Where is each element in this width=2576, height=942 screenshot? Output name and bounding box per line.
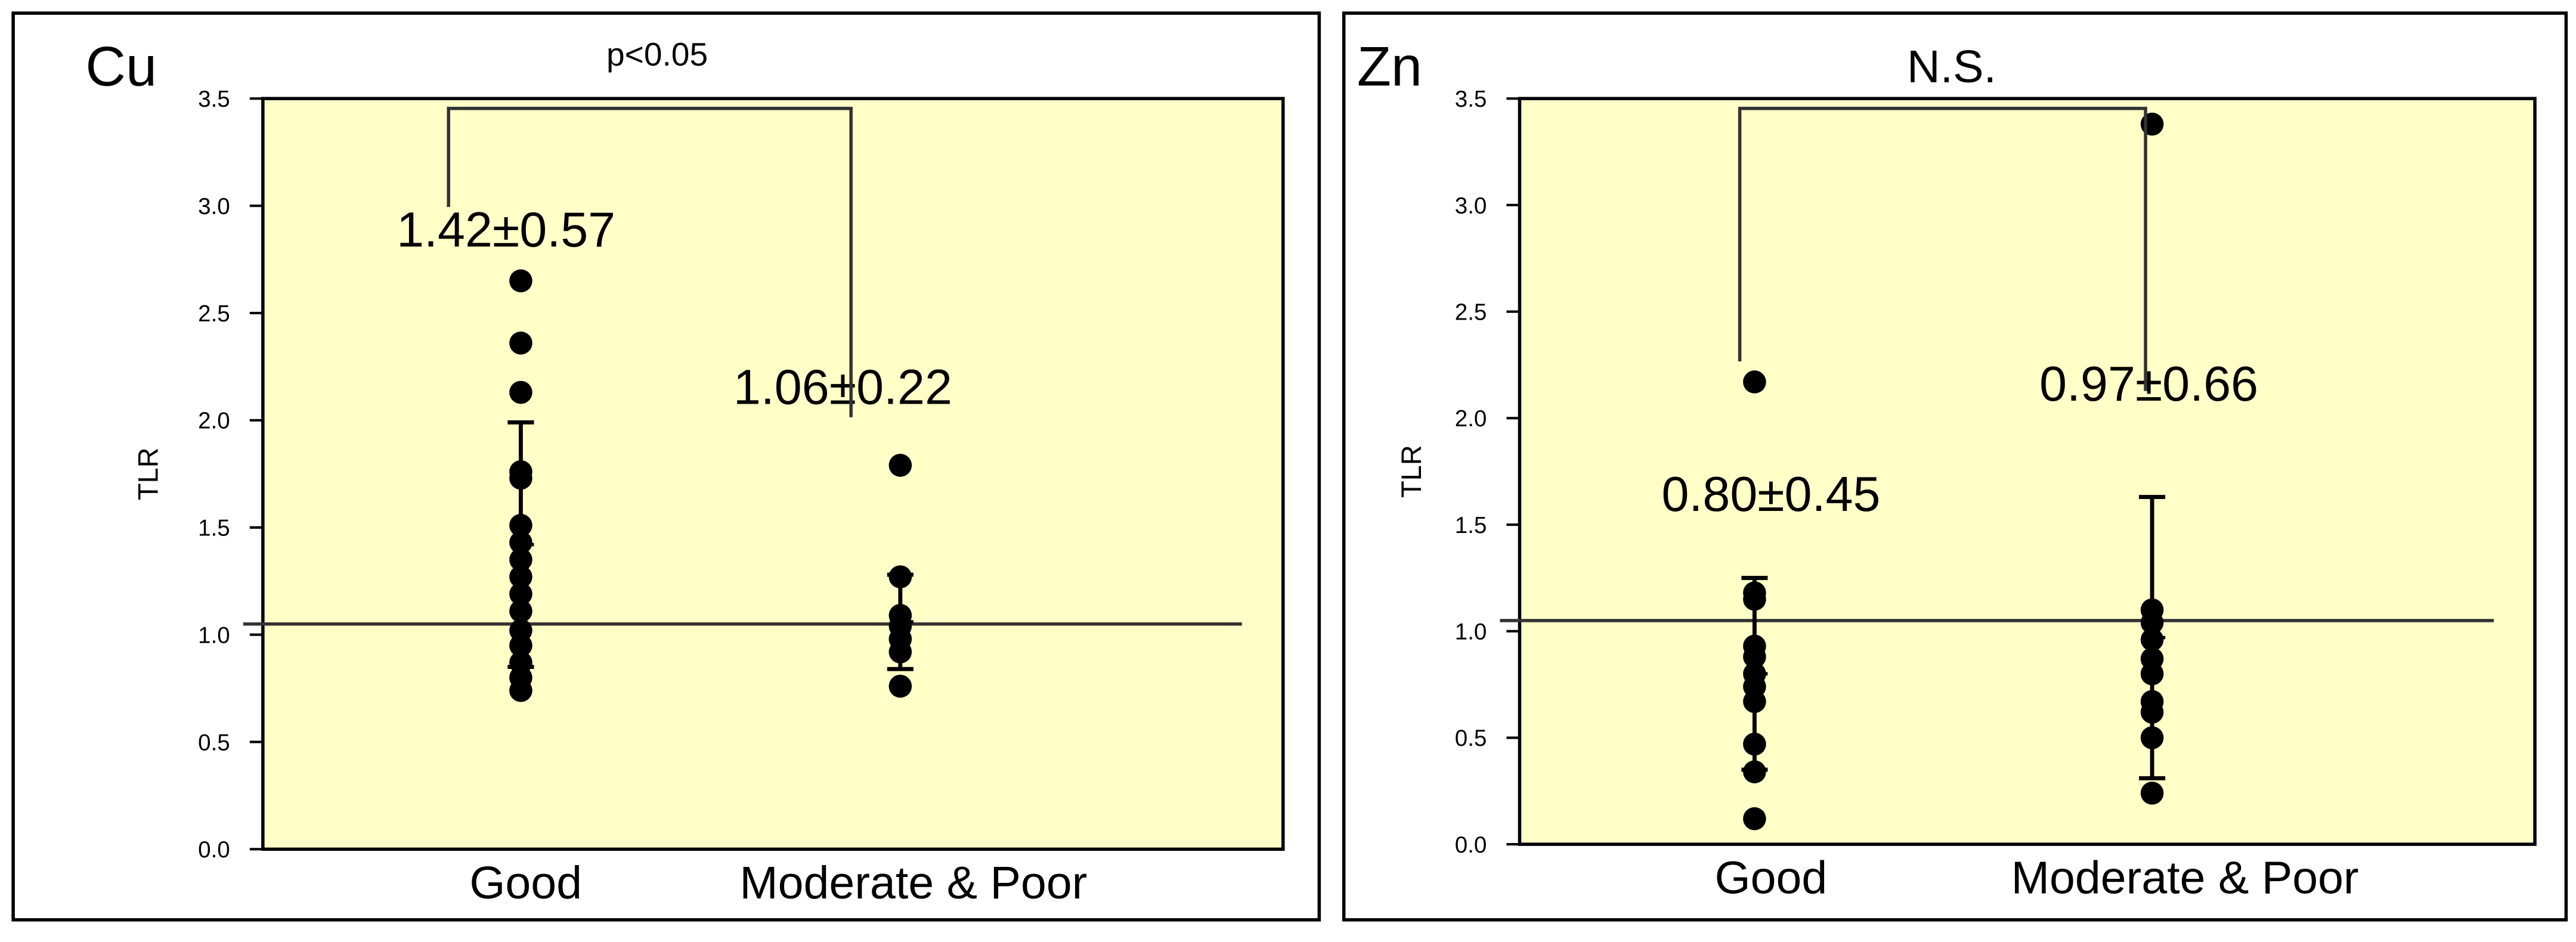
y-tick-label: 1.0	[1455, 619, 1487, 644]
data-point	[509, 678, 532, 702]
data-point	[509, 582, 532, 606]
data-point	[1743, 370, 1766, 393]
panel-frame	[1342, 11, 2568, 922]
data-point	[1743, 587, 1766, 611]
significance-bracket	[447, 107, 853, 417]
data-point	[1743, 645, 1766, 668]
data-point	[1743, 760, 1766, 783]
y-tick-label: 0.0	[1455, 832, 1487, 858]
y-tick-label: 2.0	[198, 408, 230, 434]
annotation: N.S.	[1907, 41, 1996, 92]
data-point	[509, 599, 532, 623]
x-tick-label: Good	[469, 857, 582, 909]
y-tick-label: 3.5	[198, 86, 230, 112]
mean-label: 1.42±0.57	[397, 202, 615, 257]
mean-label: 0.80±0.45	[1661, 466, 1880, 522]
x-tick-label: Moderate & Poor	[2011, 853, 2359, 904]
data-point	[2140, 782, 2164, 805]
mean-label: 1.06±0.22	[733, 360, 952, 415]
y-tick-label: 3.0	[198, 194, 230, 219]
y-tick-label: 1.5	[1455, 513, 1487, 538]
y-tick-label: 2.5	[198, 301, 230, 327]
significance-bracket	[1738, 107, 2147, 391]
x-tick-label: Moderate & Poor	[739, 857, 1087, 909]
x-tick-label: Good	[1715, 853, 1828, 904]
data-point	[2140, 701, 2164, 724]
data-point	[1743, 807, 1766, 831]
data-point	[888, 454, 912, 477]
data-point	[2140, 611, 2164, 634]
data-point	[509, 548, 532, 571]
y-tick-label: 3.5	[1455, 86, 1487, 112]
data-point	[509, 531, 532, 554]
plot-area	[261, 97, 1285, 851]
data-point	[2140, 628, 2164, 652]
y-tick-label: 0.5	[1455, 726, 1487, 751]
data-point	[888, 640, 912, 664]
y-tick-label: 0.5	[198, 730, 230, 755]
data-point	[888, 674, 912, 698]
y-tick-label: 3.0	[1455, 193, 1487, 219]
data-point	[888, 565, 912, 588]
plot-area	[1518, 97, 2537, 846]
data-point	[1743, 690, 1766, 713]
y-tick-label: 2.0	[1455, 406, 1487, 432]
y-tick-label: 1.5	[198, 516, 230, 541]
data-point	[509, 466, 532, 490]
data-point	[509, 380, 532, 404]
data-point	[509, 634, 532, 657]
data-point	[509, 513, 532, 537]
y-axis-label: TLR	[1396, 445, 1427, 497]
panel-frame	[11, 11, 1321, 922]
panel-title: Cu	[85, 35, 157, 97]
data-point	[509, 331, 532, 355]
data-point	[2140, 726, 2164, 749]
y-tick-label: 0.0	[198, 837, 230, 863]
mean-label: 0.97±0.66	[2039, 356, 2258, 411]
data-point	[2140, 662, 2164, 686]
panel-title: Zn	[1357, 35, 1422, 97]
data-point	[509, 269, 532, 293]
data-point	[509, 565, 532, 588]
annotation: p<0.05	[606, 36, 708, 73]
data-point	[1743, 732, 1766, 756]
y-axis-label: TLR	[133, 448, 164, 500]
y-tick-label: 2.5	[1455, 299, 1487, 325]
y-tick-label: 1.0	[198, 622, 230, 648]
